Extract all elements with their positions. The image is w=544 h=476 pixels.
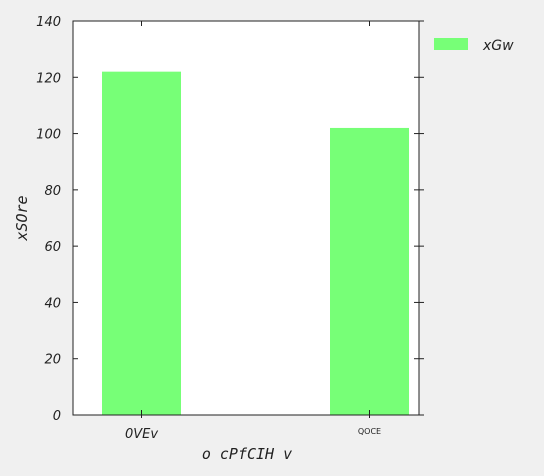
y-tick-label: 20 [44,353,61,368]
y-axis-label: xSOre [13,195,31,241]
plot-frame [72,20,420,416]
y-tick-label: 140 [36,15,61,30]
y-tick-label: 100 [36,128,61,143]
y-tick-label: 120 [36,71,61,86]
legend-swatch-xgw [434,38,468,50]
y-tick-label: 60 [44,240,61,255]
y-tick-label: 80 [44,184,61,199]
bar-qoce [330,127,409,415]
y-tick-label: 40 [44,296,61,311]
x-axis: 0VEv QOCE [125,21,381,442]
legend: xGw [434,38,514,54]
x-axis-label: o cPfCIH v [202,445,292,463]
x-tick-label: 0VEv [125,427,158,442]
legend-label-xgw: xGw [482,38,514,54]
bar-0vev [102,71,181,416]
y-tick-label: 0 [53,409,61,424]
x-tick-label: QOCE [358,427,381,436]
y-axis: 0 20 40 60 80 100 120 140 [36,15,424,424]
bars-layer [102,71,409,416]
